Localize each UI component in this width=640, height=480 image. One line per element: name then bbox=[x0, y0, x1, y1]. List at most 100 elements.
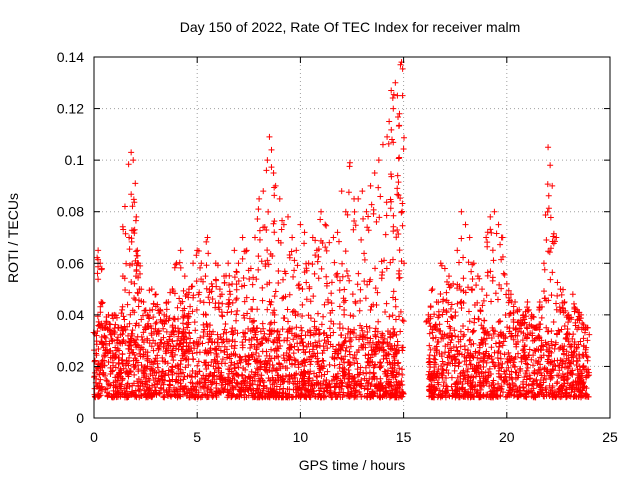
data-point bbox=[197, 297, 204, 304]
data-point bbox=[328, 279, 335, 286]
data-point bbox=[165, 347, 172, 354]
data-point bbox=[295, 361, 302, 368]
data-point bbox=[378, 272, 385, 279]
data-point bbox=[393, 350, 400, 357]
data-point bbox=[304, 356, 311, 363]
data-point bbox=[251, 327, 258, 334]
data-point bbox=[536, 298, 543, 305]
data-point bbox=[525, 382, 532, 389]
data-point bbox=[126, 342, 133, 349]
data-point bbox=[282, 270, 289, 277]
data-point bbox=[241, 298, 248, 305]
data-point bbox=[259, 320, 266, 327]
data-point bbox=[507, 310, 514, 317]
data-point bbox=[344, 211, 351, 218]
data-point bbox=[275, 279, 282, 286]
data-point bbox=[382, 384, 389, 391]
data-point bbox=[121, 275, 128, 282]
data-point bbox=[386, 387, 393, 394]
data-point bbox=[486, 365, 493, 372]
data-point bbox=[221, 326, 228, 333]
data-point bbox=[307, 340, 314, 347]
data-point bbox=[454, 300, 461, 307]
data-point bbox=[208, 392, 215, 399]
data-point bbox=[154, 352, 161, 359]
data-point bbox=[355, 347, 362, 354]
data-point bbox=[324, 368, 331, 375]
data-point bbox=[328, 300, 335, 307]
data-point bbox=[250, 373, 257, 380]
data-point bbox=[255, 389, 262, 396]
data-point bbox=[286, 345, 293, 352]
data-point bbox=[209, 372, 216, 379]
data-point bbox=[360, 331, 367, 338]
data-point bbox=[98, 361, 105, 368]
data-point bbox=[468, 341, 475, 348]
data-point bbox=[315, 253, 322, 260]
data-point bbox=[171, 290, 178, 297]
data-point bbox=[302, 332, 309, 339]
data-point bbox=[457, 328, 464, 335]
data-point bbox=[464, 378, 471, 385]
data-point bbox=[303, 265, 310, 272]
data-point bbox=[377, 193, 384, 200]
data-point bbox=[561, 343, 568, 350]
data-point bbox=[254, 357, 261, 364]
data-point bbox=[246, 276, 253, 283]
data-point bbox=[339, 260, 346, 267]
data-point bbox=[337, 277, 344, 284]
data-point bbox=[491, 349, 498, 356]
data-point bbox=[256, 195, 263, 202]
data-point bbox=[550, 233, 557, 240]
data-point bbox=[496, 339, 503, 346]
data-point bbox=[455, 338, 462, 345]
data-point bbox=[123, 385, 130, 392]
data-point bbox=[400, 146, 407, 153]
data-point bbox=[526, 346, 533, 353]
data-point bbox=[386, 313, 393, 320]
data-point bbox=[568, 343, 575, 350]
data-point bbox=[309, 261, 316, 268]
data-point bbox=[115, 361, 122, 368]
data-point bbox=[225, 301, 232, 308]
data-point bbox=[399, 381, 406, 388]
data-point bbox=[370, 346, 377, 353]
data-point bbox=[498, 364, 505, 371]
data-point bbox=[484, 269, 491, 276]
data-point bbox=[346, 375, 353, 382]
data-point bbox=[147, 371, 154, 378]
y-tick-label: 0.1 bbox=[65, 152, 85, 168]
data-point bbox=[269, 361, 276, 368]
data-point bbox=[545, 144, 552, 151]
data-point bbox=[119, 306, 126, 313]
data-point bbox=[185, 310, 192, 317]
data-point bbox=[367, 306, 374, 313]
data-point bbox=[445, 349, 452, 356]
data-point bbox=[393, 234, 400, 241]
data-point bbox=[498, 285, 505, 292]
data-point bbox=[396, 154, 403, 161]
data-point bbox=[276, 360, 283, 367]
data-point bbox=[271, 380, 278, 387]
data-point bbox=[429, 375, 436, 382]
data-point bbox=[229, 331, 236, 338]
data-point bbox=[573, 357, 580, 364]
data-point bbox=[497, 350, 504, 357]
data-point bbox=[303, 343, 310, 350]
data-point bbox=[387, 205, 394, 212]
data-point bbox=[252, 369, 259, 376]
data-point bbox=[358, 393, 365, 400]
data-point bbox=[290, 273, 297, 280]
data-point bbox=[219, 375, 226, 382]
data-point bbox=[95, 392, 102, 399]
data-point bbox=[401, 134, 408, 141]
data-point bbox=[197, 384, 204, 391]
data-point bbox=[342, 297, 349, 304]
data-point bbox=[215, 299, 222, 306]
data-point bbox=[439, 388, 446, 395]
data-point bbox=[330, 234, 337, 241]
data-point bbox=[208, 338, 215, 345]
data-point bbox=[530, 393, 537, 400]
data-point bbox=[522, 308, 529, 315]
data-point bbox=[515, 350, 522, 357]
